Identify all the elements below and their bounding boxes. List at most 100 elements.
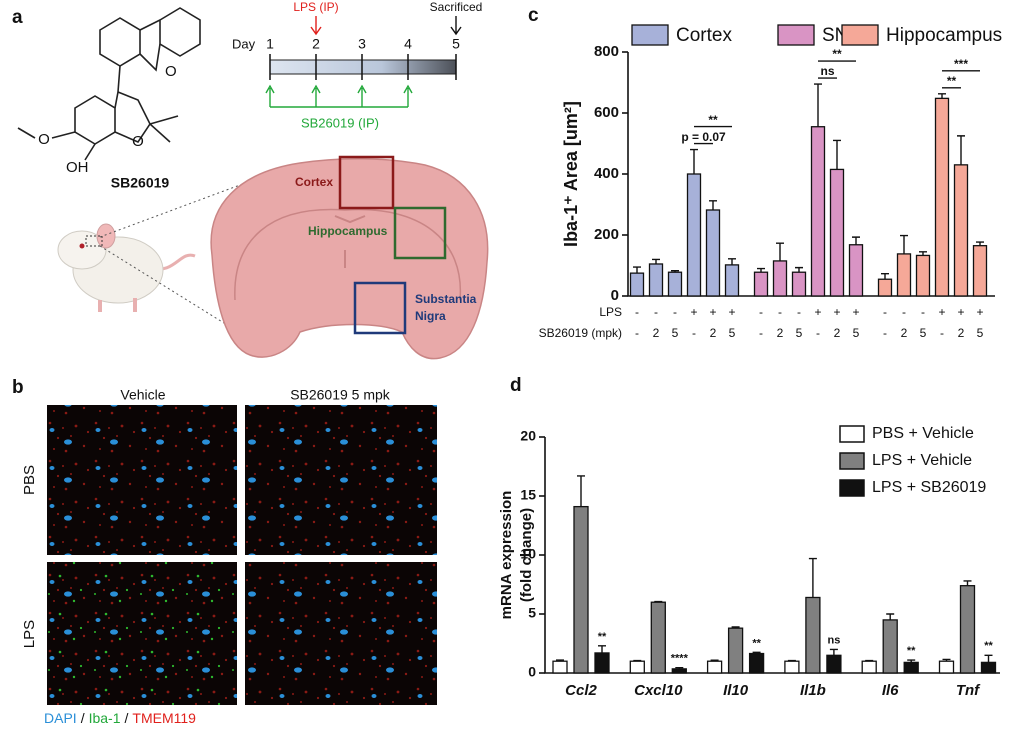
arrow — [450, 16, 462, 36]
condition-label: 5 — [729, 326, 736, 340]
error-bar — [690, 148, 698, 174]
legend-label: LPS + SB26019 — [872, 479, 986, 496]
bar — [980, 661, 997, 674]
error-bar — [633, 659, 642, 662]
row-title: LPS — [21, 620, 38, 648]
bar — [671, 668, 687, 674]
bar — [753, 271, 769, 297]
legend-swatch — [777, 24, 815, 46]
error-bar — [757, 267, 765, 273]
stain-name: DAPI — [44, 710, 77, 726]
condition-label: 2 — [777, 326, 784, 340]
micrograph — [47, 405, 237, 555]
error-bar — [976, 241, 984, 246]
error-bar — [942, 658, 951, 662]
region-box — [338, 155, 395, 210]
day-label: Day — [232, 36, 256, 51]
error-bar — [654, 600, 663, 603]
legend-label: PBS + Vehicle — [872, 425, 974, 442]
legend-label: LPS + Vehicle — [872, 452, 972, 469]
error-bar — [776, 242, 784, 261]
y-tick-label: 800 — [594, 43, 619, 60]
panel-label: c — [528, 5, 539, 26]
bar — [573, 505, 589, 674]
y-tick-label: 10 — [520, 546, 536, 562]
compound-name: SB26019 — [111, 175, 170, 191]
bar — [938, 660, 955, 674]
condition-label: 2 — [834, 326, 841, 340]
error-bar — [919, 251, 927, 256]
error-bar — [671, 269, 679, 273]
day: 4 — [404, 36, 412, 52]
x-tick-label: Tnf — [956, 682, 981, 699]
error-bar — [556, 659, 564, 662]
condition-label: - — [797, 305, 801, 319]
x-tick-label: Il6 — [882, 682, 899, 699]
day: 5 — [452, 36, 460, 52]
significance-label: p = 0.07 — [681, 130, 726, 144]
condition-label: - — [883, 305, 887, 319]
column-title: SB26019 5 mpk — [290, 387, 391, 403]
error-bar — [633, 266, 641, 274]
axes — [544, 437, 1000, 674]
bar — [972, 245, 988, 297]
condition-label: + — [728, 305, 735, 319]
error-bar — [652, 258, 660, 264]
significance-label: ** — [947, 74, 957, 88]
bar — [848, 244, 864, 297]
significance-label: *** — [954, 57, 968, 71]
separator: / — [125, 710, 129, 726]
bar — [706, 660, 723, 674]
y-tick-label: 15 — [520, 487, 536, 503]
significance-label: ** — [708, 113, 718, 127]
legend-swatch — [841, 24, 879, 46]
region-label: Cortex — [295, 175, 333, 189]
row-title: PBS — [21, 465, 38, 495]
region-label: Nigra — [415, 309, 446, 323]
condition-label: - — [883, 326, 887, 340]
bar — [791, 271, 807, 297]
condition-label: 5 — [672, 326, 679, 340]
day: 3 — [358, 36, 366, 52]
error-bar — [577, 475, 585, 507]
x-tick-label: Il1b — [800, 682, 826, 699]
condition-label: - — [902, 305, 906, 319]
region-label: Substantia — [415, 292, 477, 306]
bar — [896, 253, 912, 297]
error-bar — [829, 648, 838, 656]
y-tick-label: 20 — [520, 428, 536, 444]
y-axis-label: mRNA expression — [498, 491, 515, 620]
bar — [829, 168, 845, 297]
timeline — [269, 59, 457, 75]
sacrificed-label: Sacrificed — [430, 0, 483, 14]
error-bar — [814, 83, 822, 127]
legend-label: Hippocampus — [886, 25, 1002, 46]
y-tick-label: 400 — [594, 165, 619, 182]
x-tick-label: Cxcl10 — [634, 682, 683, 699]
condition-label: - — [673, 305, 677, 319]
error-bar — [957, 135, 965, 165]
bar — [959, 585, 976, 674]
condition-label: 5 — [977, 326, 984, 340]
condition-label: + — [938, 305, 945, 319]
error-bar — [865, 659, 874, 662]
error-bar — [795, 266, 803, 273]
condition-label: 5 — [920, 326, 927, 340]
condition-label: 5 — [796, 326, 803, 340]
region-box — [393, 206, 447, 260]
error-bar — [709, 200, 717, 210]
error-bar — [731, 626, 740, 629]
condition-label: - — [940, 326, 944, 340]
bar — [552, 660, 568, 674]
error-bar — [710, 659, 719, 662]
condition-label: - — [778, 305, 782, 319]
condition-label: - — [692, 326, 696, 340]
condition-row-label: SB26019 (mpk) — [539, 326, 622, 340]
panel-label: d — [510, 375, 522, 396]
condition-label: - — [921, 305, 925, 319]
stain-name: TMEM119 — [132, 710, 196, 726]
bar — [686, 173, 702, 297]
condition-label: 2 — [653, 326, 660, 340]
significance-label: ** — [598, 631, 607, 643]
